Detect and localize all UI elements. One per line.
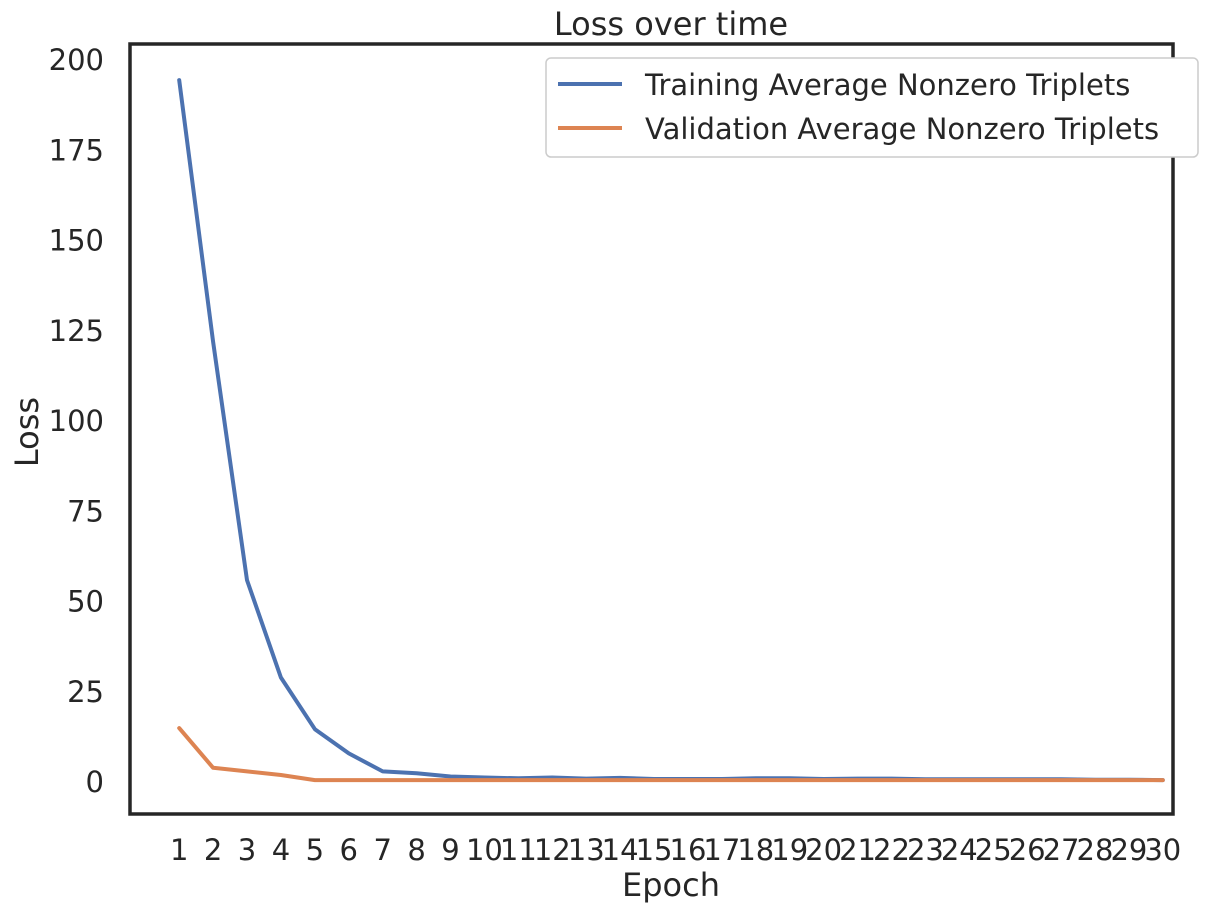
legend-label-validation: Validation Average Nonzero Triplets [645,112,1159,146]
x-tick-label: 3 [238,833,256,867]
legend: Training Average Nonzero Triplets Valida… [545,57,1199,158]
x-tick-label: 10 [466,833,503,867]
x-tick-label: 22 [873,833,910,867]
y-axis-label: Loss [8,397,46,467]
y-tick-label: 100 [49,404,104,438]
x-tick-label: 29 [1110,833,1147,867]
series-lines [177,78,1165,783]
x-tick-label: 20 [805,833,842,867]
y-tick-label: 175 [49,133,104,167]
x-tick-label: 1 [170,833,188,867]
x-tick-label: 8 [407,833,425,867]
x-tick-label: 30 [1144,833,1181,867]
y-tick-label: 200 [49,43,104,77]
x-tick-label: 26 [1009,833,1046,867]
x-tick-label: 23 [907,833,944,867]
x-tick-label: 16 [670,833,707,867]
x-tick-label: 17 [703,833,740,867]
x-tick-label: 14 [602,833,639,867]
plot-area [128,42,1175,816]
x-tick-label: 12 [534,833,571,867]
y-tick-label: 0 [86,765,104,799]
x-tick-label: 18 [737,833,774,867]
x-tick-label: 9 [441,833,459,867]
x-tick-label: 11 [500,833,537,867]
x-tick-label: 28 [1077,833,1114,867]
y-tick-label: 150 [49,224,104,258]
series-line-1 [177,726,1165,783]
y-tick-label: 75 [67,494,104,528]
x-tick-label: 7 [373,833,391,867]
x-tick-label: 6 [340,833,358,867]
x-tick-label: 24 [941,833,978,867]
x-tick-label: 15 [636,833,673,867]
y-tick-label: 25 [67,675,104,709]
x-tick-label: 21 [839,833,876,867]
x-axis-ticks: 1 2 3 4 5 6 7 8 9 1011121314151617181920212223242… [170,833,1181,867]
legend-box [545,57,1199,158]
x-tick-label: 5 [306,833,324,867]
y-tick-label: 50 [67,585,104,619]
x-axis-label: Epoch [622,866,720,904]
x-tick-label: 25 [975,833,1012,867]
legend-label-training: Training Average Nonzero Triplets [644,68,1130,102]
x-tick-label: 27 [1043,833,1080,867]
chart-title: Loss over time [554,5,788,43]
x-tick-label: 13 [568,833,605,867]
x-tick-label: 2 [204,833,222,867]
y-tick-label: 125 [49,314,104,348]
x-tick-label: 19 [771,833,808,867]
y-axis-ticks: 0 25 50 75 100 125 150 175 200 [49,43,104,799]
x-tick-label: 4 [272,833,290,867]
